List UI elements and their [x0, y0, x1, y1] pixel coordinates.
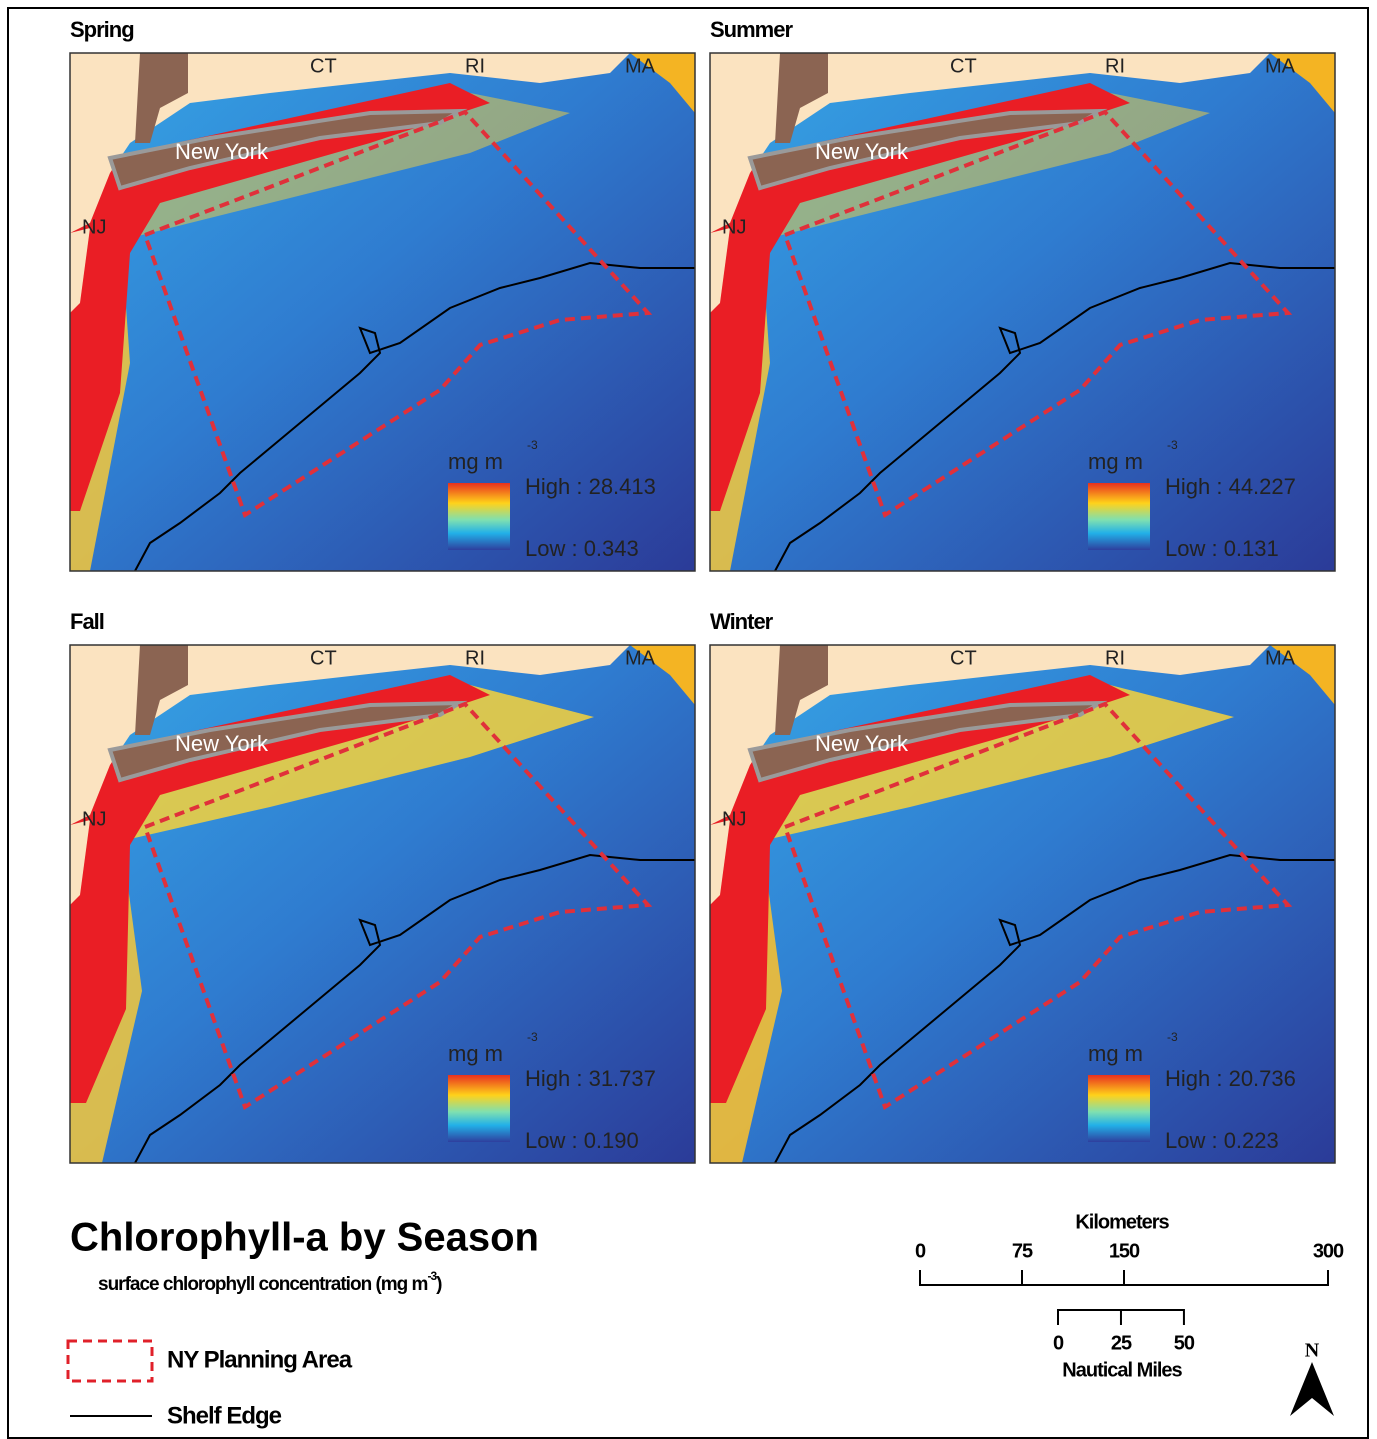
legend-low: Low : 0.343 [525, 536, 639, 561]
map: CT RI MA New York NJ mg m -3 High : 28.413 Low :… [70, 53, 695, 571]
place-label: CT [950, 55, 977, 77]
map: CT RI MA New York NJ mg m -3 High : 44.227 Low :… [710, 53, 1335, 571]
legend-unit: mg m [1088, 449, 1143, 474]
place-label: MA [1265, 647, 1296, 669]
legend-unit-exp: -3 [527, 1030, 538, 1044]
map-panel: CT RI MA New York NJ mg m -3 High : 44.227 Low :… [710, 53, 1335, 571]
place-label: NJ [82, 808, 106, 830]
place-label: MA [1265, 55, 1296, 77]
panel-title: Fall [70, 609, 104, 634]
legend-high: High : 31.737 [525, 1066, 656, 1091]
title: Chlorophyll-a by Season [70, 1216, 539, 1260]
planning-swatch [68, 1341, 152, 1381]
place-label: CT [310, 647, 337, 669]
km-tick-label: 0 [915, 1240, 926, 1262]
legend-low: Low : 0.223 [1165, 1128, 1279, 1153]
map-panel: CT RI MA New York NJ mg m -3 High : 28.413 Low :… [70, 53, 695, 571]
legend-unit: mg m [448, 449, 503, 474]
place-label: RI [465, 55, 485, 77]
panel-title: Winter [710, 609, 774, 634]
legend-planning: NY Planning Area [167, 1346, 353, 1373]
map: CT RI MA New York NJ mg m -3 High : 20.736 Low :… [710, 645, 1335, 1163]
km-tick-label: 75 [1012, 1240, 1033, 1262]
panel-title: Spring [70, 17, 134, 42]
legend-high: High : 28.413 [525, 474, 656, 499]
place-label: RI [465, 647, 485, 669]
legend-unit-exp: -3 [1167, 438, 1178, 452]
legend-low: Low : 0.131 [1165, 536, 1279, 561]
nmi-tick-label: 0 [1053, 1332, 1064, 1354]
place-label: CT [950, 647, 977, 669]
place-label: MA [625, 647, 656, 669]
place-label: NJ [82, 216, 106, 238]
legend-unit-exp: -3 [527, 438, 538, 452]
legend-unit-exp: -3 [1167, 1030, 1178, 1044]
km-title: Kilometers [1075, 1211, 1169, 1233]
map-panel: CT RI MA New York NJ mg m -3 High : 31.737 Low :… [70, 645, 695, 1163]
legend-shelf: Shelf Edge [167, 1402, 282, 1429]
subtitle: surface chlorophyll concentration (mg m-… [98, 1269, 442, 1295]
figure: Chlorophyll-a by Season surface chloroph… [0, 0, 1377, 1439]
place-label: MA [625, 55, 656, 77]
legend-ramp [448, 483, 510, 550]
legend-low: Low : 0.190 [525, 1128, 639, 1153]
place-label: NJ [722, 216, 746, 238]
legend-unit: mg m [448, 1041, 503, 1066]
place-label: New York [175, 139, 269, 164]
north-arrow [1290, 1362, 1334, 1416]
place-label: New York [815, 731, 909, 756]
place-label: NJ [722, 808, 746, 830]
legend-ramp [448, 1075, 510, 1142]
legend-unit: mg m [1088, 1041, 1143, 1066]
place-label: CT [310, 55, 337, 77]
place-label: New York [175, 731, 269, 756]
place-label: New York [815, 139, 909, 164]
map: CT RI MA New York NJ mg m -3 High : 31.737 Low :… [70, 645, 695, 1163]
panel-title: Summer [710, 17, 793, 42]
km-tick-label: 300 [1313, 1240, 1344, 1262]
north-label: N [1305, 1340, 1320, 1362]
km-tick-label: 150 [1109, 1240, 1140, 1262]
place-label: RI [1105, 55, 1125, 77]
nmi-title: Nautical Miles [1062, 1359, 1182, 1381]
legend-ramp [1088, 483, 1150, 550]
legend-high: High : 44.227 [1165, 474, 1296, 499]
legend-high: High : 20.736 [1165, 1066, 1296, 1091]
map-panel: CT RI MA New York NJ mg m -3 High : 20.736 Low :… [710, 645, 1335, 1163]
nmi-tick-label: 25 [1111, 1332, 1132, 1354]
nmi-tick-label: 50 [1174, 1332, 1195, 1354]
legend-ramp [1088, 1075, 1150, 1142]
place-label: RI [1105, 647, 1125, 669]
